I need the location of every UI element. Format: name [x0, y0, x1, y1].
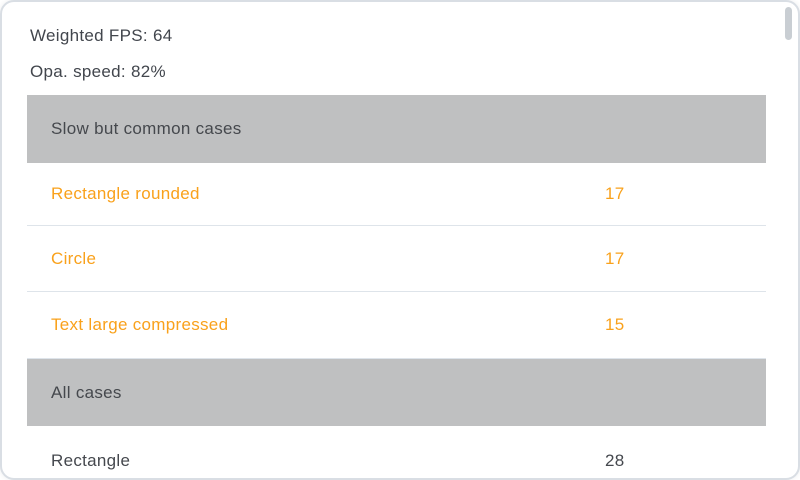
scene-fps-value: 17	[605, 184, 625, 203]
section-header-label: All cases	[51, 382, 122, 402]
scene-name-label: Rectangle rounded	[51, 184, 200, 203]
benchmark-results-table[interactable]: Slow but common cases Rectangle rounded …	[27, 95, 766, 478]
scene-name-label: Text large compressed	[51, 315, 229, 334]
scene-name-label: Rectangle	[51, 450, 131, 470]
weighted-fps-label: Weighted FPS: 64	[30, 26, 173, 45]
table-row-rectangle: Rectangle 28	[27, 426, 766, 478]
scene-fps-value: 15	[605, 315, 625, 334]
opa-speed-label: Opa. speed: 82%	[30, 62, 166, 81]
table-section-header-all-cases: All cases	[27, 359, 766, 426]
scene-fps-value: 28	[605, 450, 625, 470]
section-header-label: Slow but common cases	[51, 119, 242, 138]
table-section-header-slow-cases: Slow but common cases	[27, 95, 766, 163]
scene-name-label: Circle	[51, 248, 97, 268]
table-row-rectangle-rounded: Rectangle rounded 17	[27, 163, 766, 226]
vertical-scrollbar-thumb[interactable]	[785, 7, 792, 40]
table-row-text-large-compressed: Text large compressed 15	[27, 292, 766, 359]
scene-fps-value: 17	[605, 248, 625, 268]
table-row-circle: Circle 17	[27, 226, 766, 292]
